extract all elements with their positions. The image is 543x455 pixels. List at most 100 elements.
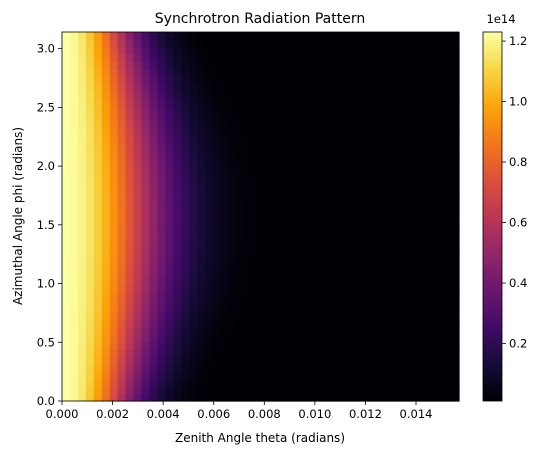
heatmap-cell <box>117 378 127 387</box>
heatmap-cell <box>93 334 103 343</box>
heatmap-cell <box>435 142 444 151</box>
heatmap-cell <box>69 334 79 343</box>
heatmap-cell <box>101 91 111 100</box>
heatmap-cell <box>196 46 206 55</box>
heatmap-cell <box>85 135 95 144</box>
heatmap-cell <box>379 386 389 395</box>
heatmap-cell <box>157 231 166 240</box>
heatmap-cell <box>181 179 190 188</box>
heatmap-cell <box>189 290 198 299</box>
heatmap-cell <box>363 157 373 166</box>
heatmap-cell <box>189 113 198 122</box>
heatmap-cell <box>276 186 285 195</box>
heatmap-cell <box>284 179 293 188</box>
heatmap-cell <box>69 61 79 70</box>
heatmap-cell <box>339 164 349 173</box>
heatmap-cell <box>101 194 111 203</box>
heatmap-cell <box>117 54 127 63</box>
heatmap-cell <box>451 216 460 225</box>
heatmap-cell <box>300 61 309 70</box>
heatmap-cell <box>435 194 444 203</box>
heatmap-cell <box>403 98 412 107</box>
heatmap-cell <box>451 290 460 299</box>
heatmap-cell <box>141 327 150 336</box>
heatmap-cell <box>125 371 135 380</box>
heatmap-cell <box>189 246 198 254</box>
heatmap-cell <box>220 246 230 254</box>
heatmap-cell <box>324 194 333 203</box>
heatmap-cell <box>268 378 277 387</box>
heatmap-cell <box>379 186 389 195</box>
heatmap-cell <box>125 312 135 321</box>
heatmap-cell <box>244 83 254 92</box>
heatmap-cell <box>77 83 87 92</box>
colorbar-tick-label: 0.8 <box>509 155 527 169</box>
heatmap-cell <box>292 186 301 195</box>
heatmap-cell <box>308 231 317 240</box>
heatmap-cell <box>220 32 230 40</box>
heatmap-cell <box>395 179 405 188</box>
heatmap-cell <box>339 223 349 232</box>
heatmap-cell <box>284 201 293 210</box>
heatmap-cell <box>443 91 452 100</box>
heatmap-cell <box>339 334 349 343</box>
heatmap-cell <box>403 231 412 240</box>
heatmap-cell <box>189 282 198 291</box>
heatmap-cell <box>220 268 230 277</box>
heatmap-cell <box>109 312 119 321</box>
heatmap-cell <box>411 238 420 247</box>
heatmap-cell <box>252 83 262 92</box>
heatmap-cell <box>109 61 119 70</box>
heatmap-cell <box>419 150 428 159</box>
heatmap-cell <box>93 61 103 70</box>
heatmap-cell <box>339 319 349 328</box>
heatmap-cell <box>77 260 87 269</box>
heatmap-cell <box>220 201 230 210</box>
heatmap-cell <box>443 253 452 262</box>
heatmap-cell <box>196 164 206 173</box>
heatmap-cell <box>173 268 182 277</box>
heatmap-cell <box>379 223 389 232</box>
heatmap-cell <box>387 76 397 85</box>
heatmap-cell <box>77 238 87 247</box>
heatmap-cell <box>324 120 333 129</box>
heatmap-cell <box>101 305 111 314</box>
heatmap-cell <box>331 371 341 380</box>
heatmap-cell <box>363 201 373 210</box>
heatmap-cell <box>339 172 349 181</box>
heatmap-cell <box>141 142 150 151</box>
heatmap-cell <box>300 290 309 299</box>
heatmap-cell <box>173 201 182 210</box>
heatmap-cell <box>308 305 317 314</box>
heatmap-cell <box>212 246 222 254</box>
heatmap-cell <box>220 260 230 269</box>
heatmap-cell <box>379 120 389 129</box>
heatmap-cell <box>419 341 428 350</box>
heatmap-cell <box>284 334 293 343</box>
heatmap-cell <box>189 364 198 373</box>
heatmap-cell <box>355 356 365 365</box>
heatmap-cell <box>324 253 333 262</box>
heatmap-cell <box>141 194 150 203</box>
heatmap-cell <box>300 260 309 269</box>
heatmap-cell <box>212 113 222 122</box>
heatmap-cell <box>443 297 452 306</box>
heatmap-cell <box>411 356 420 365</box>
heatmap-cell <box>308 297 317 306</box>
heatmap-cell <box>109 238 119 247</box>
heatmap-cell <box>276 46 285 55</box>
heatmap-cell <box>387 231 397 240</box>
heatmap-cell <box>157 179 166 188</box>
heatmap-cell <box>276 378 285 387</box>
heatmap-cell <box>173 142 182 151</box>
heatmap-cell <box>252 349 262 358</box>
heatmap-cell <box>236 76 246 85</box>
heatmap-cell <box>236 209 246 218</box>
heatmap-cell <box>252 39 262 48</box>
heatmap-cell <box>189 275 198 284</box>
heatmap-cell <box>252 319 262 328</box>
heatmap-cell <box>324 386 333 395</box>
heatmap-cell <box>244 76 254 85</box>
heatmap-cell <box>77 290 87 299</box>
heatmap-cell <box>173 386 182 395</box>
